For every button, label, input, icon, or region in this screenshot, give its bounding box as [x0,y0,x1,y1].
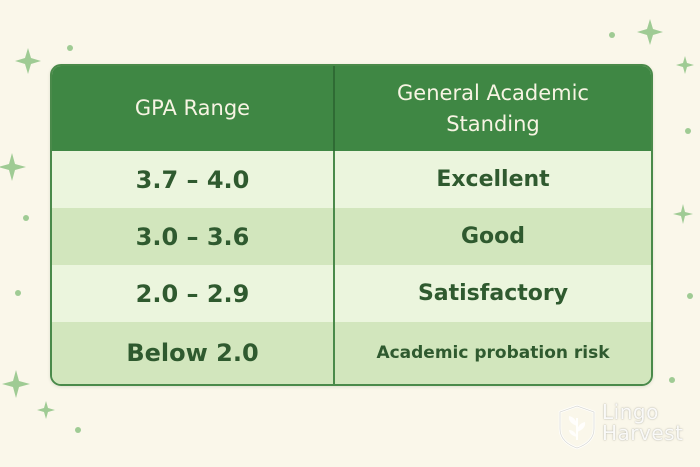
dot-icon [15,290,21,296]
logo-line-2: Harvest [602,421,684,445]
standing-cell: Academic probation risk [333,322,651,384]
standing-cell: Satisfactory [333,265,651,322]
dot-icon [687,293,693,299]
lingo-harvest-logo: Lingo Harvest [556,398,696,460]
header-academic-standing: General Academic Standing [333,66,651,151]
dot-icon [67,45,73,51]
dot-icon [669,377,675,383]
logo-line-1: Lingo [602,400,659,424]
gpa-range-cell: 2.0 – 2.9 [135,279,250,308]
standing-cell: Excellent [333,151,651,208]
table-row: 3.0 – 3.6 Good [52,208,651,265]
dot-icon [23,215,29,221]
table-row: Below 2.0 Academic probation risk [52,322,651,384]
gpa-range-cell: 3.7 – 4.0 [135,165,250,194]
table-row: 3.7 – 4.0 Excellent [52,151,651,208]
sparkle-icon [2,370,30,398]
sparkle-icon [637,19,663,45]
gpa-range-cell: Below 2.0 [126,339,259,367]
sparkle-icon [673,204,693,224]
dot-icon [609,32,615,38]
dot-icon [75,427,81,433]
logo-wordmark: Lingo Harvest [602,402,683,444]
table-row: 2.0 – 2.9 Satisfactory [52,265,651,322]
dot-icon [685,128,691,134]
gpa-standing-table: GPA Range General Academic Standing 3.7 … [50,64,653,386]
sparkle-icon [15,48,41,74]
sparkle-icon [0,153,26,181]
gpa-range-cell: 3.0 – 3.6 [135,222,250,251]
table-header-row: GPA Range General Academic Standing [52,66,651,151]
sparkle-icon [37,401,55,419]
sprout-badge-icon [558,404,596,450]
sparkle-icon [676,56,694,74]
standing-cell: Good [333,208,651,265]
header-gpa-range: GPA Range [134,96,251,120]
